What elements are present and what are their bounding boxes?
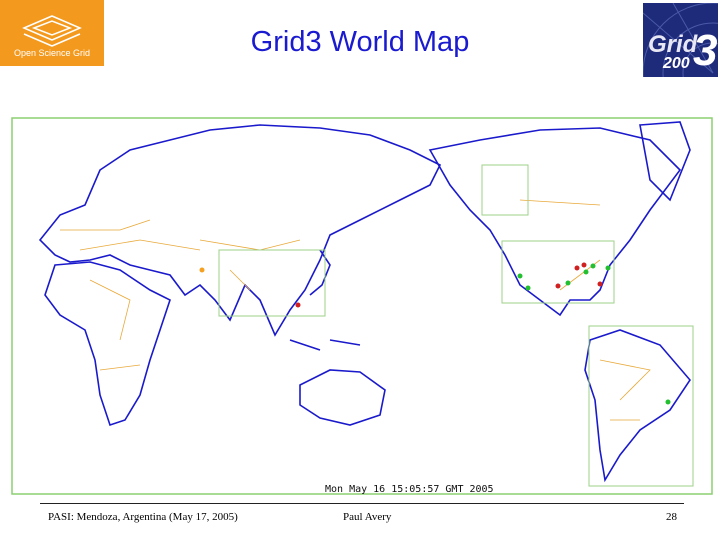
osg-logo: Open Science Grid — [0, 0, 104, 66]
map-timestamp: Mon May 16 15:05:57 GMT 2005 — [325, 484, 494, 495]
osg-logo-text: Open Science Grid — [13, 48, 91, 58]
footer-page: 28 — [666, 511, 677, 523]
site-marker — [605, 265, 611, 271]
world-map — [11, 117, 713, 495]
site-markers — [199, 262, 671, 405]
grid3-logo-digit: 3 — [693, 26, 718, 75]
grid3-logo-word: Grid — [648, 31, 698, 58]
site-marker — [525, 285, 531, 291]
grid3-logo: Grid 200 3 — [643, 3, 718, 77]
site-marker — [665, 399, 671, 405]
site-marker — [581, 262, 587, 268]
site-marker — [590, 263, 596, 269]
site-marker — [517, 273, 523, 279]
site-marker — [565, 280, 571, 286]
footer-author: Paul Avery — [343, 511, 392, 523]
coastlines — [38, 121, 692, 483]
site-marker — [199, 267, 205, 273]
slide-title: Grid3 World Map — [250, 26, 470, 58]
footer-event: PASI: Mendoza, Argentina (May 17, 2005) — [48, 511, 238, 523]
grid3-logo-year: 200 — [663, 55, 690, 72]
site-marker — [295, 302, 301, 308]
footer-rule — [40, 503, 684, 504]
site-marker — [555, 283, 561, 289]
site-marker — [574, 265, 580, 271]
map-frame — [11, 117, 713, 495]
site-marker — [583, 269, 589, 275]
osg-logo-icon — [22, 15, 82, 47]
grid3-logo-arcs — [643, 3, 718, 77]
region-boxes — [218, 164, 694, 487]
site-marker — [597, 281, 603, 287]
